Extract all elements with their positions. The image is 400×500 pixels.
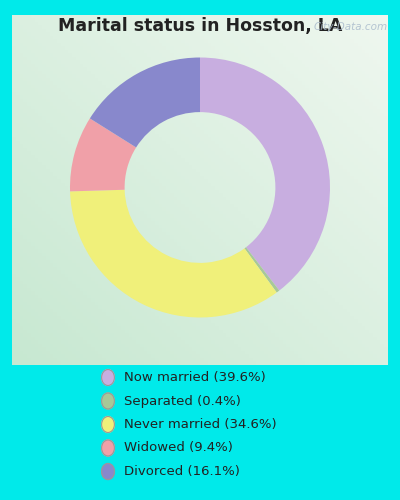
- Wedge shape: [200, 58, 330, 290]
- Text: Never married (34.6%): Never married (34.6%): [124, 418, 277, 431]
- Wedge shape: [90, 58, 200, 148]
- Text: Widowed (9.4%): Widowed (9.4%): [124, 442, 233, 454]
- Text: Separated (0.4%): Separated (0.4%): [124, 394, 241, 407]
- Wedge shape: [244, 248, 279, 292]
- Wedge shape: [70, 190, 277, 318]
- Text: City-Data.com: City-Data.com: [314, 22, 388, 32]
- Text: Now married (39.6%): Now married (39.6%): [124, 371, 266, 384]
- Text: Divorced (16.1%): Divorced (16.1%): [124, 465, 240, 478]
- Text: Marital status in Hosston, LA: Marital status in Hosston, LA: [58, 18, 342, 36]
- Wedge shape: [70, 118, 136, 192]
